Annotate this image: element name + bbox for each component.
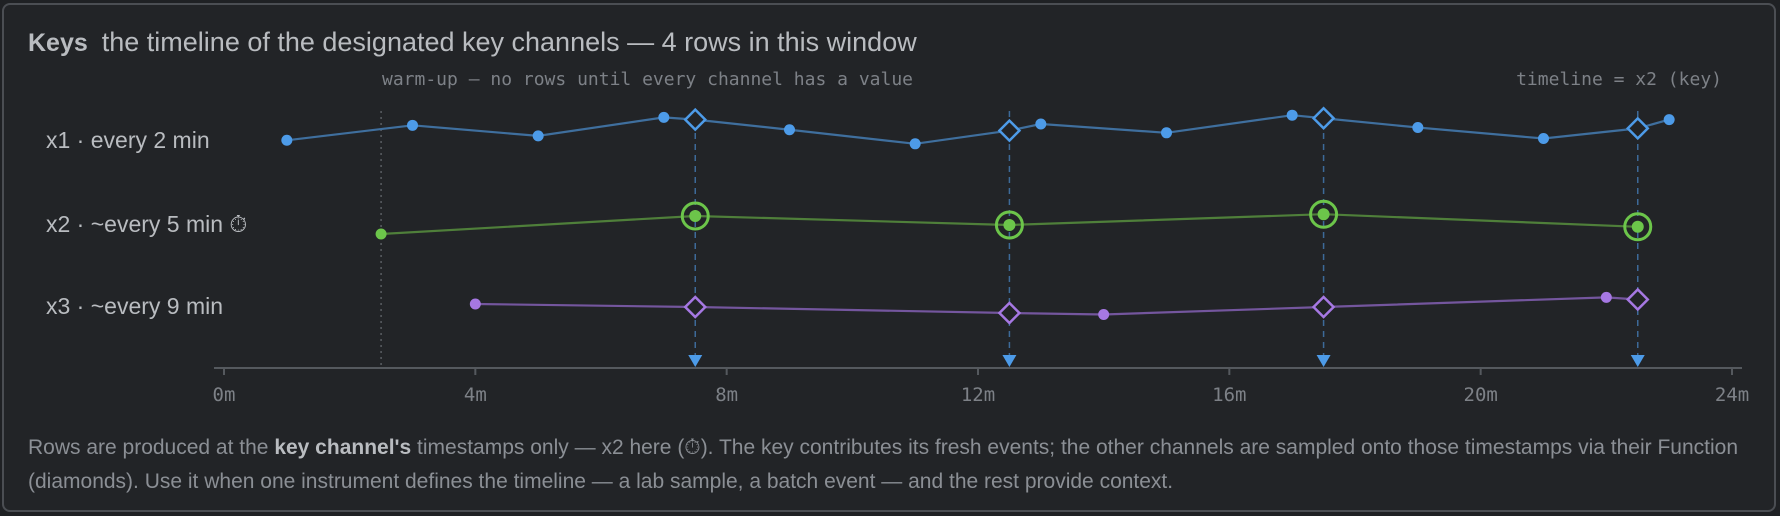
x2-event-point-1 bbox=[375, 228, 387, 240]
x1-sampled-diamond-3 bbox=[1311, 106, 1336, 131]
warmup-annotation: warm-up — no rows until every channel ha… bbox=[382, 69, 913, 90]
keys-card: Keys the timeline of the designated key c… bbox=[2, 3, 1776, 512]
x-tick-label-12: 12m bbox=[961, 384, 995, 406]
x1-sampled-diamond-1 bbox=[683, 107, 708, 132]
x3-sampled-diamond-1 bbox=[683, 295, 708, 319]
footer-key-channel: key channel's bbox=[274, 436, 412, 459]
x2-row-label: x2 · ~every 5 min ⏱ bbox=[46, 211, 247, 237]
x1-row-label: x1 · every 2 min bbox=[46, 127, 210, 153]
x2-key-ring-4 bbox=[1309, 199, 1339, 229]
key-timestamp-marker-2 bbox=[1002, 355, 1017, 367]
x1-event-point-12 bbox=[1663, 114, 1675, 126]
x-tick-label-24: 24m bbox=[1715, 384, 1749, 406]
x3-event-point-2 bbox=[1098, 309, 1110, 320]
key-timestamp-marker-3 bbox=[1316, 355, 1331, 367]
x1-event-point-8 bbox=[1161, 127, 1172, 139]
x3-row-label: x3 · ~every 9 min bbox=[46, 293, 223, 319]
key-timestamp-marker-4 bbox=[1630, 355, 1645, 367]
x2-key-point-4 bbox=[1317, 208, 1330, 221]
x1-event-point-6 bbox=[909, 138, 921, 150]
footer-text-2: timestamps only — x2 here (⏱). The key c… bbox=[28, 436, 1738, 493]
x3-sampled-diamond-4 bbox=[1625, 287, 1650, 312]
footer-text-1: Rows are produced at the bbox=[28, 436, 275, 459]
x-axis: 0m 4m 8m 12m 16m 20m 24m bbox=[213, 367, 1749, 406]
chart-guides bbox=[380, 111, 1645, 368]
x1-sampled-diamond-2 bbox=[997, 118, 1022, 143]
x2-key-ring-2 bbox=[680, 201, 710, 231]
x1-event-point-10 bbox=[1412, 122, 1424, 134]
chart-marks bbox=[281, 106, 1675, 325]
x3-event-point-3 bbox=[1600, 291, 1612, 303]
x-tick-label-20: 20m bbox=[1464, 384, 1498, 406]
x1-event-point-3 bbox=[532, 130, 544, 142]
card-subtitle: the timeline of the designated key chann… bbox=[101, 27, 917, 57]
x1-event-point-11 bbox=[1538, 133, 1549, 145]
x2-key-point-3 bbox=[1003, 219, 1016, 231]
x1-event-point-4 bbox=[658, 111, 670, 123]
x2-key-point-2 bbox=[689, 210, 702, 222]
x1-event-point-7 bbox=[1035, 118, 1047, 130]
x1-sampled-diamond-4 bbox=[1625, 116, 1650, 141]
x2-key-ring-5 bbox=[1623, 212, 1653, 242]
x1-event-point-5 bbox=[784, 124, 795, 136]
x-tick-label-16: 16m bbox=[1212, 384, 1246, 406]
timeline-chart: 0m 4m 8m 12m 16m 20m 24m x1 · every 2 min x2 · … bbox=[46, 69, 1749, 406]
x1-event-point-9 bbox=[1286, 109, 1298, 121]
x3-sampled-diamond-2 bbox=[997, 301, 1022, 325]
card-header: Keys the timeline of the designated key c… bbox=[28, 27, 917, 58]
card-title: Keys bbox=[28, 29, 88, 57]
x2-key-point-5 bbox=[1631, 220, 1644, 233]
x-tick-label-0: 0m bbox=[213, 384, 236, 406]
x1-event-point-2 bbox=[407, 119, 418, 131]
timeline-annotation: timeline = x2 (key) bbox=[1516, 69, 1722, 90]
x3-series-line bbox=[475, 296, 1638, 316]
key-timestamp-marker-1 bbox=[688, 355, 703, 367]
x3-event-point-1 bbox=[469, 298, 481, 310]
footer-note: Rows are produced at the key channel's t… bbox=[28, 431, 1748, 499]
x3-sampled-diamond-3 bbox=[1311, 295, 1336, 319]
x-tick-label-8: 8m bbox=[715, 384, 738, 406]
row-labels: x1 · every 2 min x2 · ~every 5 min ⏱ x3 · … bbox=[46, 127, 247, 319]
chart-series-lines bbox=[286, 114, 1670, 316]
x2-key-ring-3 bbox=[994, 210, 1024, 240]
x1-event-point-1 bbox=[281, 134, 293, 146]
x1-series-line bbox=[286, 114, 1670, 145]
x-tick-label-4: 4m bbox=[464, 384, 487, 406]
